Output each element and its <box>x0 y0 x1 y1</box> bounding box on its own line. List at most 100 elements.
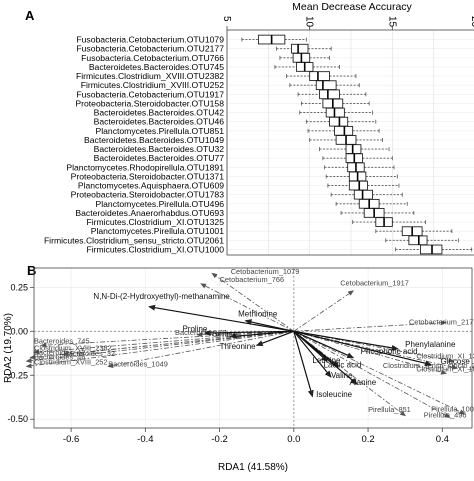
box-iqr <box>353 189 373 200</box>
environment-vector-Phenylalanine: Phenylalanine <box>293 330 456 351</box>
x-tick-label: 0.4 <box>436 434 449 445</box>
environment-vector-N,N-Di-(2-Hydroxyethyl)-methanamine: N,N-Di-(2-Hydroxyethyl)-methanamine <box>93 292 294 332</box>
species-arrow <box>293 290 355 332</box>
species-arrow <box>200 283 295 332</box>
box-Fusobacteria.Cetobacterium.OTU1917 <box>297 89 367 100</box>
species-label: Pirellula_1001 <box>431 404 474 413</box>
category-label: Firmicutes.Clostridium_XVIII.OTU2382 <box>76 71 224 81</box>
species-label: Bacteroides_42 <box>34 348 85 357</box>
category-label: Bacteroidetes.Bacteroides.OTU32 <box>94 144 225 154</box>
species-label: Cetobacterium_1917 <box>340 279 409 288</box>
environment-vector-Phosphoric acid: Phosphoric acid <box>293 330 418 359</box>
x-tick-label: -0.2 <box>211 434 227 445</box>
species-label: Bacteroides_32 <box>64 349 115 358</box>
category-label: Fusobacteria.Cetobacterium.OTU2177 <box>76 44 224 54</box>
environment-vector-Serine: Serine <box>212 330 294 340</box>
category-label: Fusobacteria.Cetobacterium.OTU766 <box>81 53 224 63</box>
x-tick-label: -0.4 <box>137 434 153 445</box>
species-vector-Bacteroides_745: Bacteroides_745 <box>34 330 294 348</box>
category-label: Planctomycetes.Rhodopirellula.OTU1891 <box>66 162 224 172</box>
species-label: Pirellula_496 <box>424 410 467 419</box>
environment-vector-Threonine: Threonine <box>220 330 295 351</box>
panel-b-y-axis-title: RDA2 (19.70%) <box>3 313 14 383</box>
species-label: Bacteroides_46 <box>34 352 85 361</box>
category-label: Proteobacteria.Steroidobacter.OTU1783 <box>71 190 225 200</box>
box-Bacteroidetes.Bacteroides.OTU42 <box>299 107 373 118</box>
box-iqr <box>329 116 349 127</box>
species-arrow <box>62 330 294 357</box>
panel-b-reference-lines <box>34 268 472 428</box>
species-label: Bacteroides_77 <box>175 328 226 337</box>
panel-a-boxplot: A Mean Decrease Accuracy 5 10 15 20 Fusobac… <box>25 1 474 256</box>
box-iqr <box>319 89 340 100</box>
category-label: Fusobacteria.Cetobacterium.OTU1917 <box>76 89 224 99</box>
environment-arrow <box>293 330 399 351</box>
environment-label: Valine <box>331 371 353 380</box>
panel-a-boxes <box>241 34 473 255</box>
environment-label: Leucine <box>312 356 341 365</box>
environment-vector-Alanine: Alanine <box>293 330 377 387</box>
environment-label: Isoleucine <box>316 390 353 399</box>
x-tick-label: 15 <box>386 16 397 28</box>
y-tick-label: 0.25 <box>10 282 28 292</box>
species-arrow <box>25 330 294 364</box>
species-label: Cetobacterium_766 <box>220 275 285 284</box>
box-Proteobacteria.Steroidobacter.OTU1783 <box>330 189 403 200</box>
environment-arrow <box>244 319 294 332</box>
panel-b-label: B <box>27 263 36 278</box>
species-label: Bacteroides_1049 <box>108 359 168 368</box>
species-vector-Pirellula_496: Pirellula_496 <box>293 330 467 419</box>
panel-a-x-axis-title: Mean Decrease Accuracy <box>292 1 412 13</box>
environment-label: Proline <box>182 324 207 333</box>
species-vector-Cetobacterium_766: Cetobacterium_766 <box>200 275 295 332</box>
category-label: Proteobacteria.Steroidobacter.OTU158 <box>75 98 224 108</box>
box-Proteobacteria.Steroidobacter.OTU158 <box>300 98 370 109</box>
species-vector-Bacteroides_77: Bacteroides_77 <box>175 328 294 338</box>
environment-label: Lactic acid <box>324 360 362 369</box>
panel-b-x-axis-title: RDA1 (41.58%) <box>218 462 288 473</box>
panel-a-label: A <box>25 8 35 23</box>
box-Firmicutes.Clostridium_sensu_stricto.OTU2061 <box>385 235 459 246</box>
environment-arrow <box>203 329 294 336</box>
category-label: Bacteroidetes.Bacteroides.OTU745 <box>89 62 224 72</box>
environment-label: Alanine <box>350 378 377 387</box>
box-iqr <box>408 235 428 246</box>
box-Fusobacteria.Cetobacterium.OTU2177 <box>276 43 332 54</box>
x-tick-label: 5 <box>221 16 232 22</box>
category-label: Firmicutes.Clostridium_XVIII.OTU252 <box>81 80 224 90</box>
box-Firmicutes.Clostridium_XI.OTU1325 <box>352 217 426 227</box>
box-Bacteroidetes.Bacteroides.OTU1049 <box>309 135 383 145</box>
box-Proteobacteria.Steroidobacter.OTU1371 <box>325 171 398 182</box>
species-vector-Clostridium_XI_1000: Clostridium_XI_1000 <box>293 330 474 375</box>
environment-vector-Valine: Valine <box>293 330 353 380</box>
category-label: Bacteroidetes.Anaerorhabdus.OTU693 <box>75 208 224 218</box>
box-Fusobacteria.Cetobacterium.OTU1079 <box>241 34 307 45</box>
box-Bacteroidetes.Anaerorhabdus.OTU693 <box>340 208 415 218</box>
environment-arrow <box>293 330 355 359</box>
environment-arrow <box>293 330 332 378</box>
x-tick-label: -0.6 <box>63 434 79 445</box>
environment-arrow <box>293 331 314 398</box>
environment-vector-Isoleucine: Isoleucine <box>293 331 353 399</box>
x-tick-label: 10 <box>304 16 315 28</box>
species-vector-Clostridium_XI_1325: Clostridium_XI_1325 <box>293 330 474 363</box>
species-label: Bacteroides_745 <box>34 337 89 346</box>
box-Bacteroidetes.Bacteroides.OTU745 <box>274 62 340 72</box>
species-label: Clostridium_XI_1325 <box>416 352 474 361</box>
panel-b-gridlines <box>34 268 472 428</box>
box-iqr <box>291 43 309 54</box>
category-label: Planctomycetes.Pirellula.OTU496 <box>96 199 225 209</box>
category-label: Bacteroidetes.Bacteroides.OTU46 <box>94 117 225 127</box>
environment-arrow <box>293 330 358 385</box>
species-label: Clostridium_XVIII_2382 <box>34 344 112 353</box>
species-vector-Cetobacterium_2177: Cetobacterium_2177 <box>293 317 474 332</box>
x-tick-label: 0.0 <box>287 434 300 445</box>
x-tick-label: 20 <box>469 16 474 28</box>
box-iqr <box>315 80 337 91</box>
environment-label: Methionine <box>238 309 278 318</box>
box-iqr <box>419 244 443 255</box>
box-Firmicutes.Clostridium_XI.OTU1000 <box>395 244 473 255</box>
environment-vector-Glucose: Glucose <box>293 330 470 367</box>
box-Bacteroidetes.Bacteroides.OTU32 <box>319 144 390 154</box>
